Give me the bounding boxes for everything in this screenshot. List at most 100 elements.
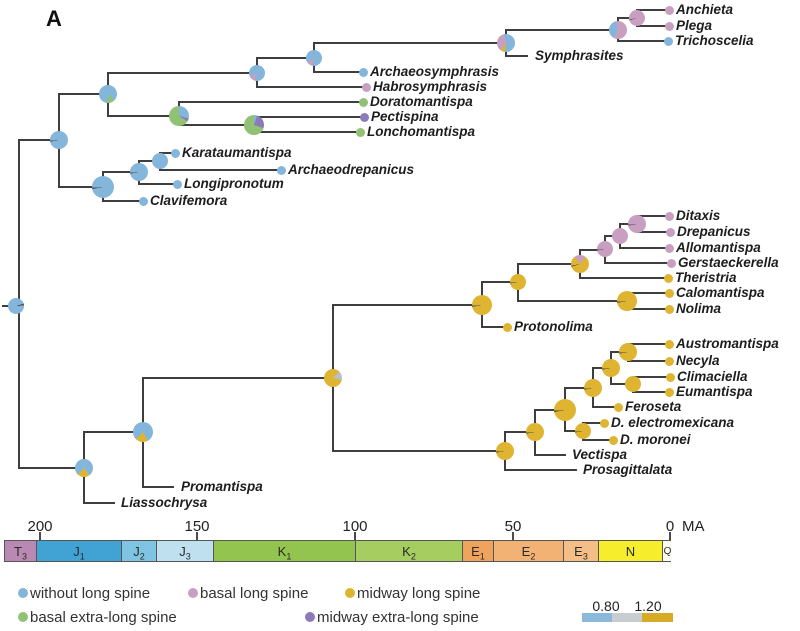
tree-branch — [332, 304, 483, 306]
node-pie — [497, 34, 515, 52]
legend-label: basal long spine — [200, 585, 309, 602]
taxon-label: Pectispina — [371, 109, 439, 124]
taxon-label: Prosagittalata — [583, 462, 673, 477]
tree-branch — [626, 292, 666, 294]
tree-branch — [505, 29, 619, 31]
era-segment: J2 — [122, 541, 157, 561]
tree-branch — [579, 277, 665, 279]
node-pie — [8, 298, 24, 314]
tip-dot — [170, 148, 180, 158]
taxon-label: Liassochrysa — [121, 495, 208, 510]
node-pie — [617, 291, 637, 311]
tree-branch — [504, 469, 577, 471]
tree-branch — [138, 183, 174, 185]
tree-branch — [582, 422, 601, 424]
tip-dot — [613, 402, 623, 412]
tree-branch — [178, 101, 360, 103]
tip-dot — [361, 82, 371, 92]
tip-dot — [358, 97, 368, 107]
tree-branch — [632, 391, 666, 393]
node-pie — [526, 423, 544, 441]
tree-branch — [313, 42, 507, 44]
taxon-label: Nolima — [676, 301, 722, 316]
tip-dot — [276, 165, 286, 175]
tree-branch — [564, 430, 584, 432]
node-pie — [575, 423, 591, 439]
node-pie — [602, 359, 620, 377]
tree-branch — [626, 308, 666, 310]
tree-branch — [579, 249, 606, 251]
tree-branch — [604, 262, 668, 264]
tip-dot — [664, 243, 674, 253]
era-segment: J3 — [157, 541, 214, 561]
tree-branch — [142, 377, 334, 379]
era-label: N — [625, 543, 636, 559]
era-label: K1 — [277, 543, 292, 562]
tip-dot — [663, 273, 673, 283]
tip-dot — [172, 179, 182, 189]
tree-branch — [159, 169, 278, 171]
node-pie — [571, 255, 589, 273]
era-segment: E2 — [494, 541, 564, 561]
taxon-label: Theristria — [675, 270, 737, 285]
timescale-tick — [196, 532, 198, 540]
timescale-unit: MA — [682, 518, 705, 535]
tree-branch — [627, 360, 666, 362]
tree-branch — [256, 86, 363, 88]
tree-branch — [592, 406, 615, 408]
tree-branch — [610, 383, 634, 385]
node-pie — [92, 176, 114, 198]
taxon-label: Archaeosymphrasis — [370, 64, 500, 79]
tree-branch — [619, 247, 666, 249]
era-segment: Q — [663, 541, 672, 561]
tree-branch — [138, 160, 161, 162]
tree-branch — [632, 376, 667, 378]
taxon-label: Drepanicus — [677, 224, 751, 239]
tip-dot — [664, 304, 674, 314]
scalebar-segment — [612, 613, 642, 622]
tree-branch — [102, 171, 140, 173]
tree-branch — [83, 502, 115, 504]
era-label: E1 — [471, 543, 485, 562]
tip-dot — [359, 112, 369, 122]
tree-branch — [253, 131, 357, 133]
node-pie — [496, 442, 514, 460]
tip-dot — [664, 288, 674, 298]
era-label: J1 — [73, 543, 85, 562]
scalebar-value-label: 1.20 — [634, 598, 662, 614]
tree-branch — [517, 300, 628, 302]
node-pie — [50, 131, 68, 149]
node-pie — [584, 379, 602, 397]
era-label: T3 — [14, 543, 27, 562]
node-pie — [249, 65, 265, 81]
tip-dot — [663, 36, 673, 46]
era-segment: K2 — [356, 541, 463, 561]
timescale-tick-label: 200 — [27, 518, 53, 535]
era-segment: T3 — [5, 541, 37, 561]
scalebar-value-label: 0.80 — [592, 598, 620, 614]
tip-dot — [665, 372, 675, 382]
era-segment: K1 — [214, 541, 356, 561]
tip-dot — [664, 387, 674, 397]
taxon-label: Trichoscelia — [675, 33, 754, 48]
tree-branch — [636, 215, 666, 217]
tree-branch — [256, 57, 315, 59]
legend-dot — [305, 612, 315, 622]
node-pie — [612, 228, 628, 244]
tree-branch — [582, 439, 610, 441]
tip-dot — [664, 5, 674, 15]
legend-label: without long spine — [30, 585, 151, 602]
taxon-label: Karataumantispa — [182, 145, 292, 160]
timescale-tick-label: 50 — [504, 518, 522, 535]
node-pie — [628, 215, 646, 233]
node-pie — [244, 115, 264, 135]
tip-dot — [138, 196, 148, 206]
taxon-label: Gerstaeckerella — [678, 255, 779, 270]
tree-branch — [83, 431, 144, 433]
era-segment: J1 — [37, 541, 122, 561]
tree-branch — [142, 486, 174, 488]
tip-dot — [666, 258, 676, 268]
node-pie — [629, 10, 645, 26]
era-label: J3 — [179, 543, 191, 562]
